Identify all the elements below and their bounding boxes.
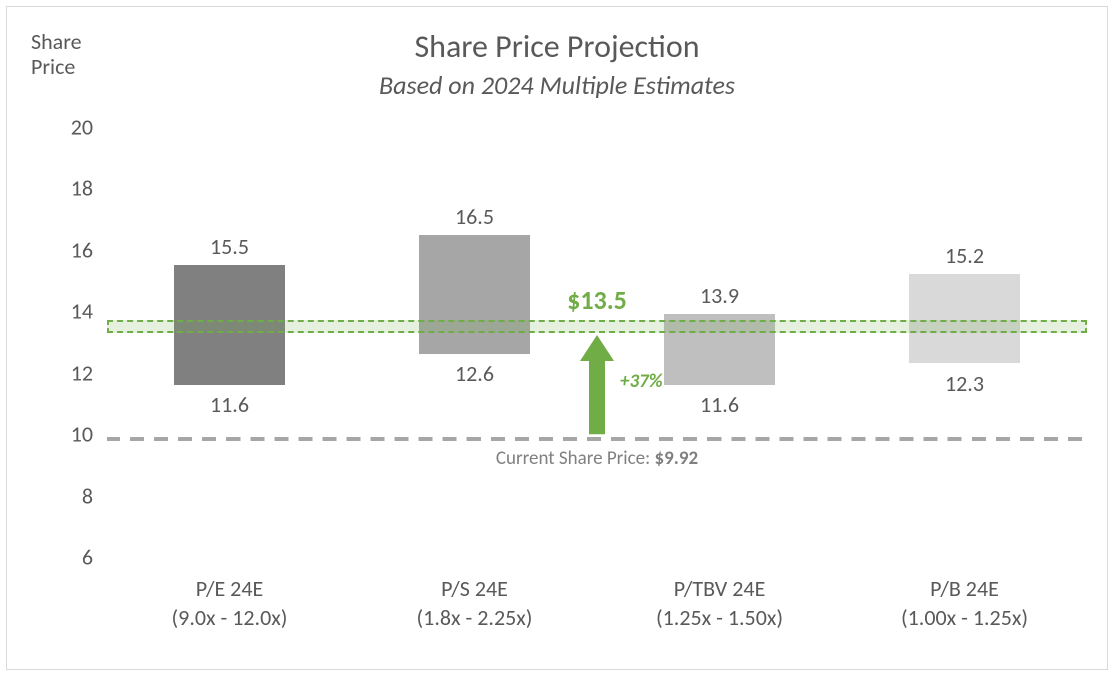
x-category-label: P/S 24E(1.8x - 2.25x) bbox=[358, 575, 591, 632]
current-price-line bbox=[107, 437, 1087, 441]
chart-subtitle: Based on 2024 Multiple Estimates bbox=[7, 69, 1107, 101]
ytick-label: 6 bbox=[82, 544, 93, 571]
x-category-label: P/TBV 24E(1.25x - 1.50x) bbox=[603, 575, 836, 632]
bar-low-label: 11.6 bbox=[700, 391, 739, 418]
ytick-label: 18 bbox=[71, 175, 93, 202]
chart-frame: Share Price Projection Based on 2024 Mul… bbox=[6, 6, 1108, 670]
yaxis-title: Share Price bbox=[31, 29, 82, 80]
chart-title: Share Price Projection bbox=[7, 27, 1107, 66]
bar-high-label: 15.2 bbox=[945, 242, 984, 269]
current-price-label: Current Share Price: $9.92 bbox=[107, 447, 1087, 470]
upside-pct-label: +37% bbox=[620, 370, 663, 393]
ytick-label: 14 bbox=[71, 298, 93, 325]
x-category-label: P/B 24E(1.00x - 1.25x) bbox=[848, 575, 1081, 632]
target-price-label: $13.5 bbox=[567, 284, 627, 316]
bar-low-label: 12.3 bbox=[945, 370, 984, 397]
x-category-label: P/E 24E(9.0x - 12.0x) bbox=[113, 575, 346, 632]
upside-arrow-icon bbox=[580, 335, 614, 434]
bar-high-label: 16.5 bbox=[455, 203, 494, 230]
bar-low-label: 11.6 bbox=[210, 391, 249, 418]
bar-high-label: 13.9 bbox=[700, 282, 739, 309]
ytick-label: 10 bbox=[71, 421, 93, 448]
target-band bbox=[107, 320, 1087, 334]
yaxis-title-line2: Price bbox=[31, 53, 75, 80]
ytick-label: 12 bbox=[71, 359, 93, 386]
plot-area: 15.511.6P/E 24E(9.0x - 12.0x)16.512.6P/S… bbox=[107, 127, 1087, 557]
ytick-label: 8 bbox=[82, 482, 93, 509]
bar-low-label: 12.6 bbox=[455, 360, 494, 387]
yaxis-title-line1: Share bbox=[31, 28, 82, 55]
ytick-label: 20 bbox=[71, 114, 93, 141]
bar-high-label: 15.5 bbox=[210, 233, 249, 260]
ytick-label: 16 bbox=[71, 236, 93, 263]
range-bar bbox=[419, 235, 529, 355]
